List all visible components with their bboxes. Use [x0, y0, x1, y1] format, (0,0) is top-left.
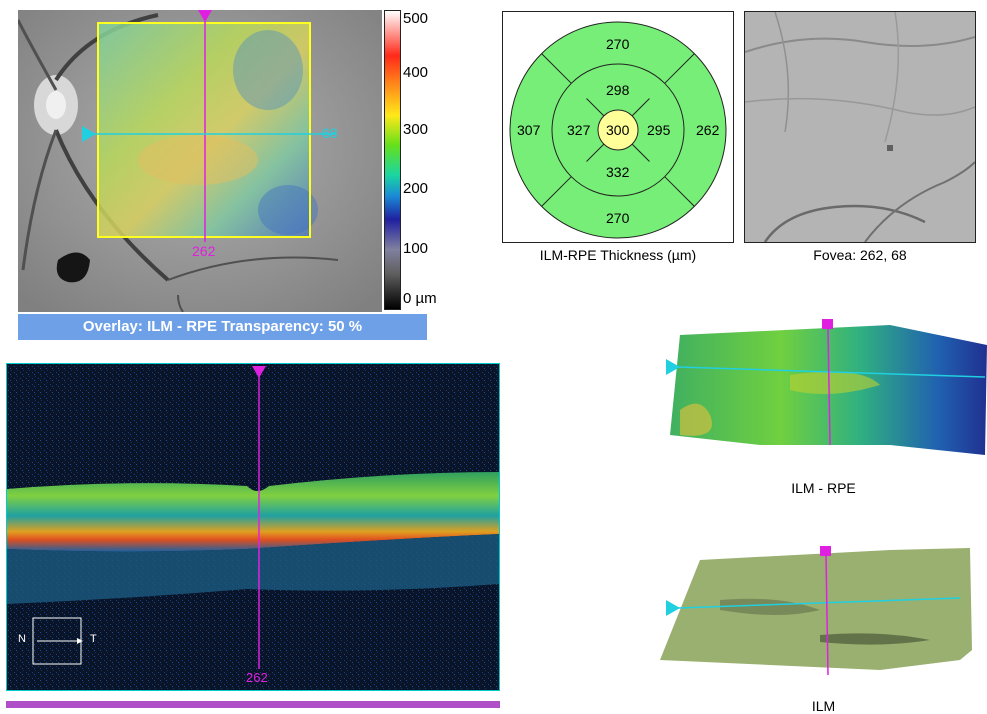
fovea-y-label: 68	[322, 125, 338, 141]
slo-image[interactable]	[744, 11, 976, 243]
outer-nasal-value: 307	[517, 122, 541, 138]
surface2-svg	[660, 546, 972, 676]
inner-inferior-value: 332	[606, 164, 630, 180]
etdrs-map[interactable]	[502, 11, 734, 243]
fundus-svg	[18, 10, 382, 312]
colorbar-tick: 400	[403, 64, 429, 81]
fundus-image[interactable]	[18, 10, 382, 312]
bscan-position-label: 262	[246, 670, 268, 685]
slo-svg	[745, 12, 975, 242]
inner-superior-value: 298	[606, 82, 630, 98]
surface-3d-ilm[interactable]	[660, 540, 987, 690]
fovea-x-label: 262	[192, 243, 216, 259]
outer-temporal-value: 262	[696, 122, 720, 138]
outer-inferior-value: 270	[606, 210, 630, 226]
colorbar-tick: 200	[403, 180, 429, 197]
thickness-colorbar	[384, 10, 401, 310]
bscan-svg	[7, 364, 499, 690]
inner-temporal-value: 295	[647, 122, 671, 138]
orientation-nasal-label: N	[18, 633, 26, 645]
inner-nasal-value: 327	[567, 122, 591, 138]
overlay-caption[interactable]: Overlay: ILM - RPE Transparency: 50 %	[18, 314, 427, 340]
center-value: 300	[606, 122, 630, 138]
surface1-label: ILM - RPE	[791, 480, 856, 496]
orientation-temporal-label: T	[90, 633, 97, 645]
outer-superior-value: 270	[606, 36, 630, 52]
oct-bscan[interactable]	[6, 363, 500, 691]
colorbar-tick: 100	[403, 240, 429, 257]
fovea-caption: Fovea: 262, 68	[813, 247, 907, 263]
etdrs-title: ILM-RPE Thickness (µm)	[539, 247, 697, 263]
surface1-svg	[666, 319, 987, 455]
etdrs-svg	[509, 21, 727, 239]
colorbar-tick: 300	[403, 121, 429, 138]
surface2-label: ILM	[811, 698, 836, 714]
surface-3d-ilm-rpe[interactable]	[660, 315, 987, 475]
bscan-bottom-bar	[6, 701, 500, 708]
colorbar-tick: 0 µm	[403, 290, 437, 307]
colorbar-tick: 500	[403, 10, 429, 27]
